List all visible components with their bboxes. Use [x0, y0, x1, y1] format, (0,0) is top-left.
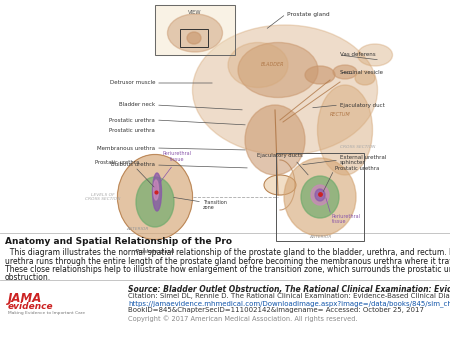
- Text: ANTERIOR: ANTERIOR: [126, 227, 148, 231]
- Text: Bladder neck: Bladder neck: [119, 102, 155, 107]
- Text: evidence: evidence: [8, 302, 54, 311]
- Text: Prostatic urethra: Prostatic urethra: [109, 118, 155, 122]
- Text: Prostatic urethra: Prostatic urethra: [335, 166, 379, 170]
- Ellipse shape: [305, 66, 335, 84]
- Text: ANTERIOR: ANTERIOR: [309, 235, 331, 239]
- Text: RECTUM: RECTUM: [329, 113, 351, 118]
- Text: obstruction.: obstruction.: [5, 273, 51, 283]
- Text: Prostatic urethra: Prostatic urethra: [95, 160, 139, 165]
- Text: This diagram illustrates the normal spatial relationship of the prostate gland t: This diagram illustrates the normal spat…: [5, 248, 450, 257]
- Ellipse shape: [264, 175, 296, 195]
- Ellipse shape: [333, 65, 357, 79]
- Ellipse shape: [153, 180, 158, 200]
- Text: Vas deferens: Vas deferens: [340, 52, 376, 57]
- Ellipse shape: [245, 105, 305, 175]
- Ellipse shape: [301, 176, 339, 218]
- Text: Ejaculatory ducts: Ejaculatory ducts: [257, 153, 303, 158]
- Ellipse shape: [284, 158, 356, 236]
- Text: Seminal vesicle: Seminal vesicle: [340, 70, 383, 74]
- Text: These close relationships help to illustrate how enlargement of the transition z: These close relationships help to illust…: [5, 265, 450, 274]
- Text: Transition
zone: Transition zone: [203, 200, 227, 210]
- Text: Bulbous urethra: Bulbous urethra: [111, 163, 155, 168]
- Text: CROSS SECTION: CROSS SECTION: [340, 145, 375, 149]
- Text: Making Evidence to Important Care: Making Evidence to Important Care: [8, 311, 85, 315]
- Text: Copyright © 2017 American Medical Association. All rights reserved.: Copyright © 2017 American Medical Associ…: [128, 315, 358, 322]
- Text: https://jamaevidence.mhmedical.com/Downloadimage.aspx?image=/data/books/845/sim_: https://jamaevidence.mhmedical.com/Downl…: [128, 300, 450, 307]
- Ellipse shape: [136, 177, 174, 227]
- Bar: [155, 5, 235, 55]
- Text: Citation: Simel DL, Rennie D. The Rational Clinical Examination: Evidence-Based : Citation: Simel DL, Rennie D. The Ration…: [128, 293, 450, 299]
- Text: External urethral
sphincter: External urethral sphincter: [340, 154, 387, 165]
- Ellipse shape: [238, 43, 318, 97]
- Ellipse shape: [318, 85, 373, 175]
- Text: Ejaculatory duct: Ejaculatory duct: [340, 102, 385, 107]
- Text: BookID=845&ChapterSecID=111002142&imagename= Accessed: October 25, 2017: BookID=845&ChapterSecID=111002142&imagen…: [128, 307, 424, 313]
- Ellipse shape: [167, 14, 222, 52]
- Ellipse shape: [193, 25, 378, 155]
- Ellipse shape: [355, 71, 375, 85]
- Text: Membranous urethra: Membranous urethra: [97, 145, 155, 150]
- Ellipse shape: [357, 44, 392, 66]
- Text: Periurethral
tissue: Periurethral tissue: [162, 151, 192, 162]
- Ellipse shape: [153, 173, 162, 211]
- Ellipse shape: [315, 189, 325, 201]
- Bar: [0, 0, 450, 233]
- Text: JAMA: JAMA: [8, 292, 42, 305]
- Text: Prostate gland: Prostate gland: [287, 12, 329, 17]
- Text: Detrusor muscle: Detrusor muscle: [109, 80, 155, 86]
- Text: Anatomy and Spatial Relationship of the Pro: Anatomy and Spatial Relationship of the …: [5, 237, 232, 246]
- Text: BLADDER: BLADDER: [261, 63, 285, 68]
- Ellipse shape: [228, 43, 288, 88]
- Text: Prostatic urethra: Prostatic urethra: [109, 127, 155, 132]
- Text: urethra runs through the entire length of the prostate gland before becoming the: urethra runs through the entire length o…: [5, 257, 450, 266]
- Text: Periurethral
tissue: Periurethral tissue: [332, 214, 361, 224]
- Text: Prostate gland: Prostate gland: [136, 249, 174, 254]
- Ellipse shape: [187, 32, 201, 44]
- Text: VIEW: VIEW: [188, 10, 202, 15]
- Text: LEVELS OF
CROSS SECTION: LEVELS OF CROSS SECTION: [86, 193, 121, 201]
- Bar: [276, 153, 364, 241]
- Text: Source: Bladder Outlet Obstruction, The Rational Clinical Examination: Evidence-: Source: Bladder Outlet Obstruction, The …: [128, 285, 450, 294]
- Ellipse shape: [117, 154, 193, 240]
- Bar: [155, 5, 235, 55]
- Bar: [180, 29, 208, 47]
- Ellipse shape: [311, 185, 329, 205]
